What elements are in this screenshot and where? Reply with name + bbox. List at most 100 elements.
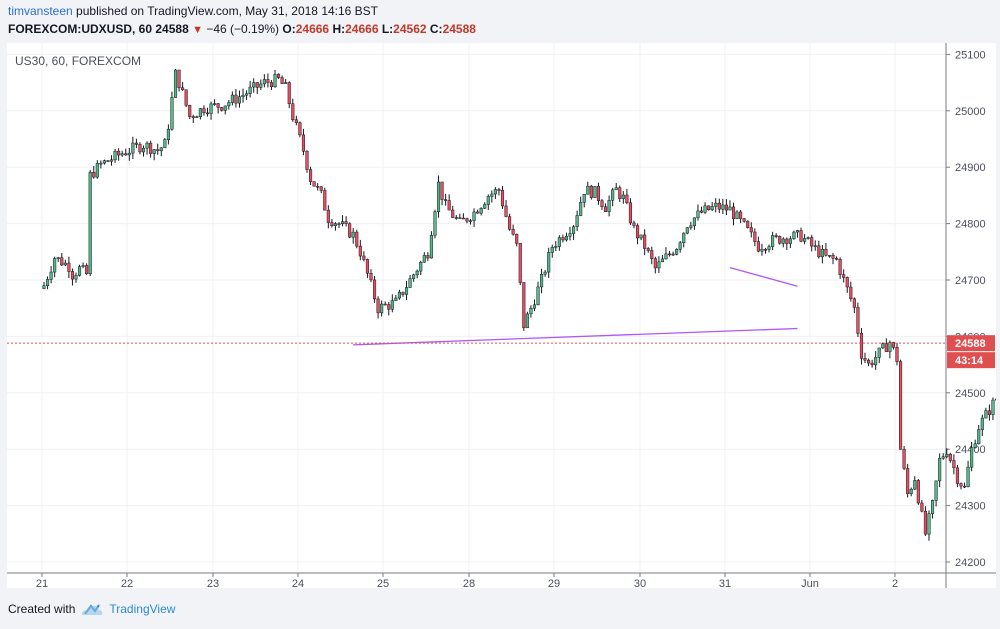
candle-body (170, 97, 174, 130)
candle-body (984, 410, 988, 419)
candle-body (763, 249, 768, 251)
candle-body (511, 229, 515, 235)
candle-body (842, 274, 846, 278)
candle-body (635, 225, 640, 239)
chart-header: timvansteen published on TradingView.com… (0, 0, 1000, 42)
countdown-label: 43:14 (955, 355, 984, 367)
candle-body (198, 108, 202, 117)
candle-body (245, 93, 249, 96)
candle-body (56, 257, 60, 259)
candle-body (113, 150, 117, 161)
candle-body (53, 258, 57, 273)
x-tick-label: 22 (121, 578, 133, 588)
candle-body (141, 147, 146, 153)
candle-body (284, 82, 288, 84)
candle-body (355, 231, 359, 247)
candle-body (156, 149, 160, 152)
candle-body (255, 82, 259, 88)
candle-body (63, 262, 67, 266)
candle-body (486, 196, 490, 205)
candle-body (930, 500, 935, 514)
candle-body (849, 286, 853, 299)
candle-body (124, 153, 128, 156)
candle-body (277, 74, 281, 78)
candle-body (166, 128, 170, 140)
candle-body (433, 211, 437, 236)
candle-body (714, 202, 718, 207)
candle-body (497, 189, 501, 191)
candle-body (220, 107, 224, 111)
brand-label: TradingView (109, 602, 176, 616)
candle-body (877, 347, 881, 358)
candle-body (810, 237, 814, 247)
candle-body (920, 502, 924, 512)
candle-body (561, 237, 565, 241)
candle-body (685, 227, 689, 234)
candle-body (205, 112, 210, 115)
candle-body (479, 208, 483, 214)
y-tick-label: 24700 (955, 275, 986, 287)
candle-body (970, 447, 974, 468)
candle-body (785, 238, 789, 244)
candle-body (607, 199, 611, 212)
candle-body (589, 185, 593, 198)
candle-body (994, 398, 996, 401)
candle-body (291, 103, 295, 121)
candle-body (216, 103, 220, 108)
candle-body (518, 243, 522, 283)
x-tick-label: 31 (719, 578, 731, 588)
candlestick-chart[interactable]: 2420024300244002450024600247002480024900… (7, 43, 996, 588)
x-tick-label: 28 (463, 578, 475, 588)
candle-body (252, 82, 256, 88)
candle-body (724, 204, 728, 211)
last-price-value: 24588 (155, 22, 189, 36)
candle-body (557, 237, 561, 247)
candle-body (852, 298, 856, 308)
candle-body (891, 342, 895, 348)
candle-body (867, 359, 871, 364)
candle-body (131, 142, 135, 154)
chart-frame[interactable]: 2420024300244002450024600247002480024900… (7, 43, 996, 588)
candle-body (973, 443, 977, 448)
candle-body (728, 206, 732, 211)
candle-body (667, 253, 672, 256)
candle-body (529, 307, 533, 315)
candle-body (412, 274, 416, 279)
candle-body (316, 185, 320, 188)
candle-body (330, 222, 334, 226)
trendline-neckline (353, 327, 798, 346)
candle-body (927, 513, 931, 535)
x-tick-label: 25 (377, 578, 389, 588)
candle-body (934, 480, 938, 501)
candle-body (632, 222, 636, 226)
candle-body (369, 273, 373, 281)
candle-body (650, 250, 654, 259)
candle-body (568, 233, 572, 237)
symbol-label[interactable]: FOREXCOM:UDXUSD, 60 (8, 22, 153, 36)
high-value: 24666 (345, 22, 379, 36)
candle-body (351, 231, 355, 238)
x-tick-label: Jun (801, 578, 819, 588)
candle-body (173, 69, 178, 98)
candle-body (259, 83, 263, 88)
candle-body (660, 258, 664, 263)
candle-body (657, 261, 661, 269)
candle-body (188, 104, 192, 117)
candle-body (213, 103, 217, 105)
candle-body (522, 282, 526, 329)
candle-body (582, 194, 586, 203)
candle-body (945, 453, 949, 457)
tradingview-brand[interactable]: TradingView (81, 602, 175, 616)
y-tick-label: 24500 (955, 388, 986, 400)
candle-body (301, 134, 306, 152)
candle-body (756, 241, 760, 252)
candle-body (387, 304, 391, 310)
author-link[interactable]: timvansteen (8, 4, 73, 18)
candle-body (532, 304, 537, 309)
candle-body (458, 217, 462, 220)
publish-info: timvansteen published on TradingView.com… (8, 4, 378, 18)
candle-body (266, 79, 270, 83)
candle-body (596, 186, 601, 201)
candle-body (191, 116, 195, 118)
candle-body (184, 89, 188, 106)
